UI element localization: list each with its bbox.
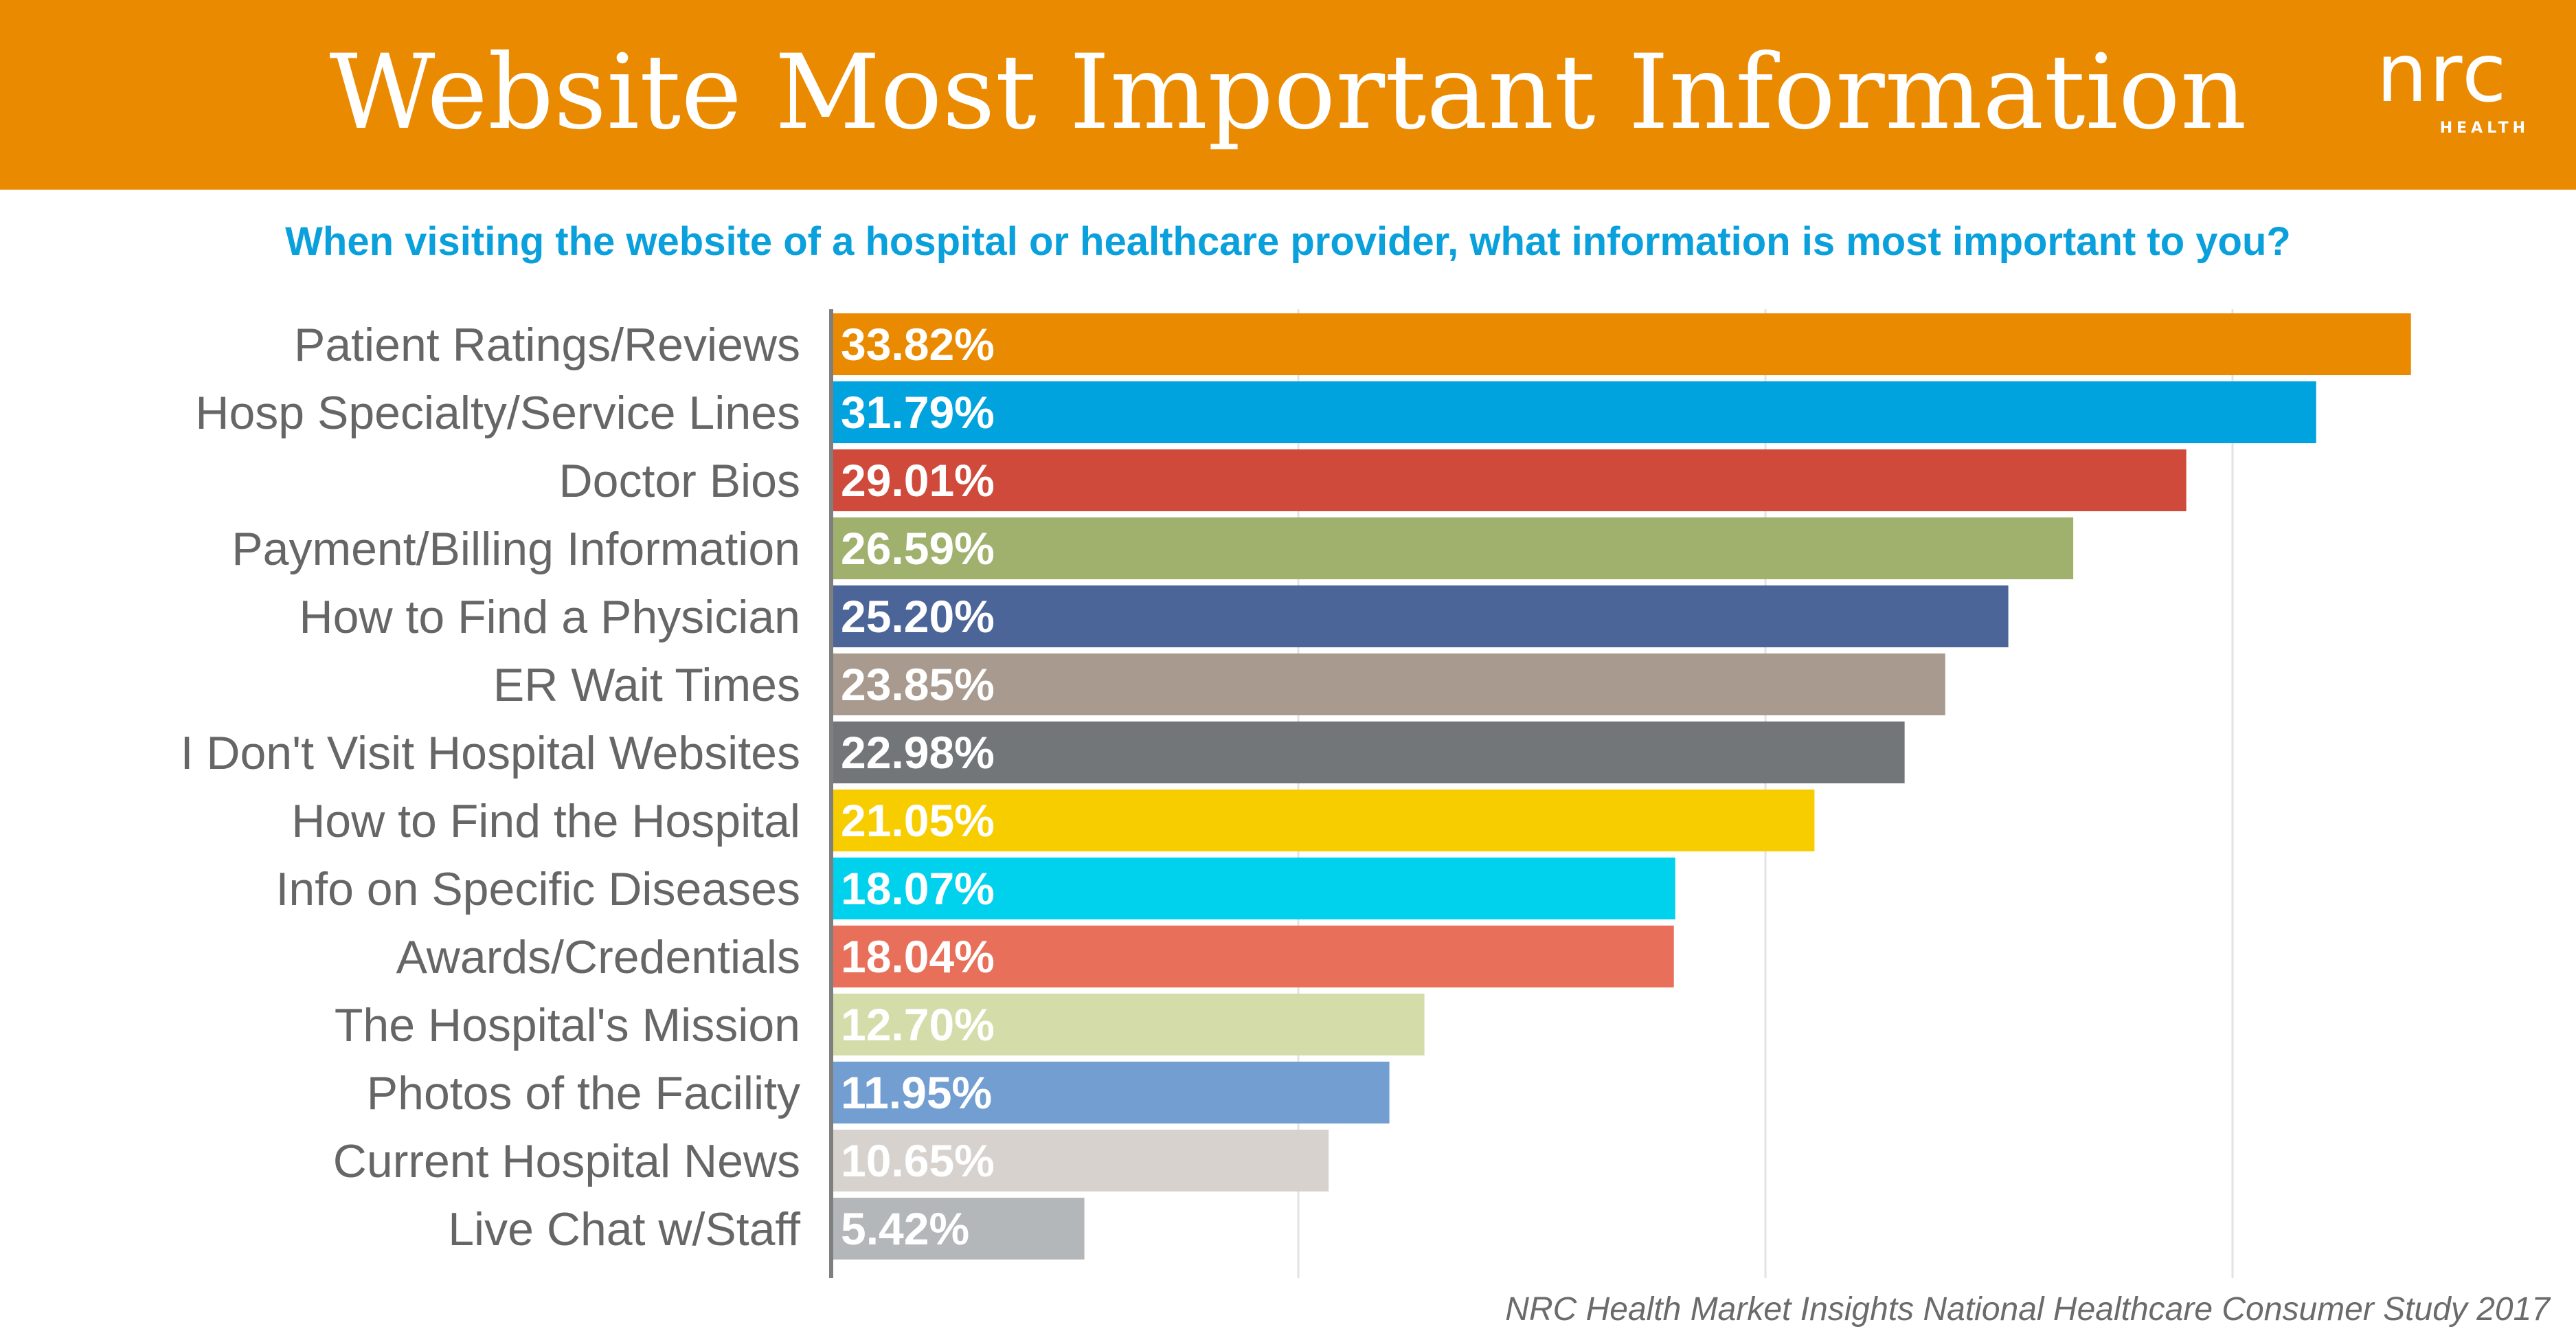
category-label-3: Doctor Bios [559, 455, 800, 507]
category-label-2: Hosp Specialty/Service Lines [195, 387, 800, 439]
page-title: Website Most Important Information [329, 33, 2247, 153]
category-label-8: How to Find the Hospital [291, 795, 800, 847]
value-label-11: 12.70% [841, 999, 995, 1050]
category-label-10: Awards/Credentials [396, 931, 800, 983]
source-note: NRC Health Market Insights National Heal… [1505, 1291, 2550, 1328]
bar-12 [831, 1062, 1390, 1123]
bar-14 [831, 1198, 1085, 1260]
bar-8 [831, 790, 1815, 851]
value-label-7: 22.98% [841, 727, 995, 778]
value-label-9: 18.07% [841, 863, 995, 914]
bar-11 [831, 994, 1425, 1055]
bar-6 [831, 653, 1945, 715]
bar-4 [831, 517, 2074, 579]
bar-10 [831, 926, 1674, 987]
chart-subtitle: When visiting the website of a hospital … [285, 219, 2291, 264]
value-label-1: 33.82% [841, 319, 995, 370]
value-label-13: 10.65% [841, 1135, 995, 1186]
logo-text: nrc [2376, 25, 2508, 120]
value-label-14: 5.42% [841, 1203, 969, 1254]
bar-5 [831, 585, 2009, 647]
logo-subtext: HEALTH [2439, 120, 2529, 137]
value-label-2: 31.79% [841, 387, 995, 438]
category-label-7: I Don't Visit Hospital Websites [181, 727, 800, 779]
bar-2 [831, 381, 2316, 443]
category-label-5: How to Find a Physician [300, 591, 800, 643]
bar-7 [831, 722, 1905, 783]
value-label-6: 23.85% [841, 659, 995, 710]
category-label-9: Info on Specific Diseases [275, 863, 800, 915]
category-label-13: Current Hospital News [333, 1135, 800, 1187]
category-label-11: The Hospital's Mission [335, 999, 800, 1051]
value-label-8: 21.05% [841, 795, 995, 846]
bar-13 [831, 1130, 1329, 1192]
category-label-4: Payment/Billing Information [231, 523, 800, 575]
title-banner: Website Most Important Information nrc H… [0, 0, 2576, 190]
bar-3 [831, 449, 2187, 511]
value-label-4: 26.59% [841, 523, 995, 574]
bar-9 [831, 858, 1675, 919]
category-label-14: Live Chat w/Staff [448, 1203, 800, 1255]
bar-1 [831, 313, 2411, 375]
category-label-1: Patient Ratings/Reviews [294, 319, 800, 371]
nrc-health-logo: nrc HEALTH [2356, 32, 2529, 146]
value-label-10: 18.04% [841, 931, 995, 982]
category-label-6: ER Wait Times [493, 659, 800, 711]
value-label-3: 29.01% [841, 455, 995, 506]
value-label-12: 11.95% [841, 1067, 992, 1118]
category-label-12: Photos of the Facility [367, 1067, 800, 1119]
value-label-5: 25.20% [841, 591, 995, 642]
